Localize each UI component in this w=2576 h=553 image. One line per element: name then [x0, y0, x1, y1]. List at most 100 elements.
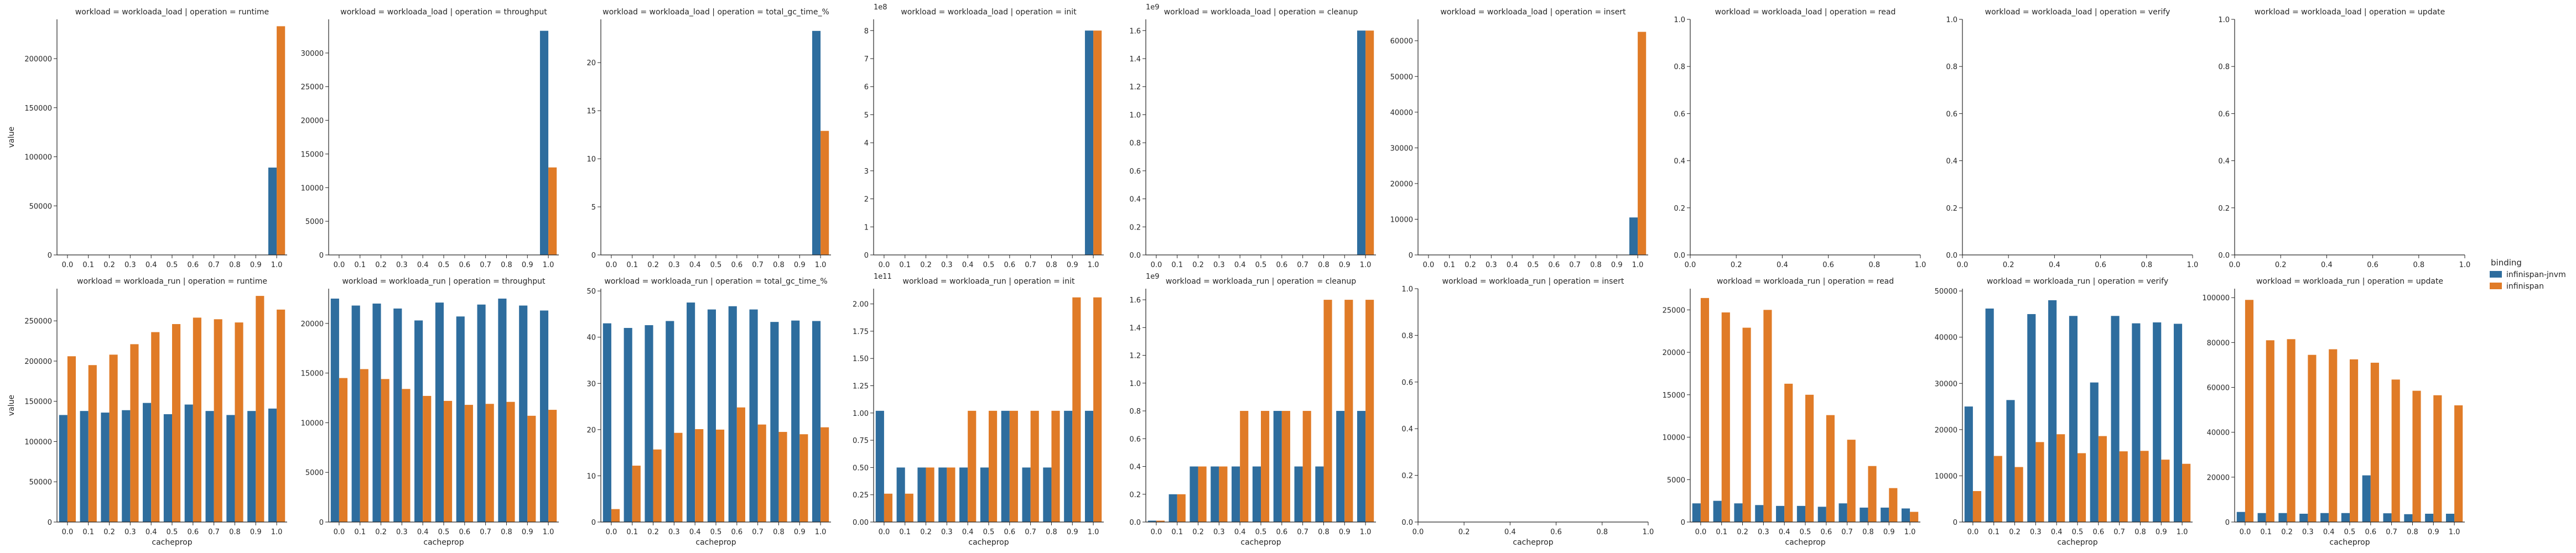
bar: [172, 324, 181, 522]
x-tick-label: 0.2: [2009, 528, 2021, 536]
x-tick-label: 0.6: [1276, 528, 1287, 536]
panel-load-4: workload = workloada_load | operation = …: [1129, 3, 1376, 269]
bar: [2287, 339, 2295, 522]
y-tick-label: 0: [591, 519, 596, 527]
x-tick-label: 1.0: [815, 528, 827, 536]
x-tick-label: 0.8: [2141, 261, 2152, 269]
x-tick-label: 0.6: [459, 261, 470, 269]
x-tick-label: 0.5: [710, 528, 722, 536]
panel-load-3: workload = workloada_load | operation = …: [864, 3, 1104, 269]
y-tick-label: 0.4: [1674, 158, 1685, 166]
x-tick-label: 0.3: [1758, 528, 1769, 536]
panel-title: workload = workloada_run | operation = t…: [342, 277, 546, 286]
bar: [1211, 466, 1219, 522]
bar: [2350, 359, 2359, 522]
bar: [360, 369, 368, 522]
bar: [402, 389, 411, 522]
x-tick-label: 0.9: [1067, 528, 1078, 536]
legend-swatch-infinispan-jnvm: [2490, 271, 2502, 278]
bar: [235, 322, 243, 522]
x-tick-label: 0.4: [962, 528, 974, 536]
y-tick-label: 0.0: [1674, 252, 1685, 260]
y-tick-label: 15000: [1663, 392, 1685, 400]
bar: [477, 304, 486, 522]
x-tick-label: 0.2: [1731, 261, 1742, 269]
panel-run-5: workload = workloada_run | operation = i…: [1401, 277, 1654, 547]
x-tick-label: 0.5: [1255, 261, 1267, 269]
x-tick-label: 0.6: [2092, 528, 2104, 536]
x-tick-label: 0.4: [1504, 528, 1516, 536]
panel-run-8: workload = workloada_run | operation = u…: [2202, 277, 2465, 547]
y-tick-label: 10: [586, 472, 596, 481]
y-tick-label: 0.2: [1129, 491, 1141, 499]
x-tick-label: 0.0: [2229, 261, 2241, 269]
bar: [2257, 513, 2266, 522]
bar: [2006, 400, 2015, 522]
bar: [1030, 410, 1039, 522]
bar: [2245, 300, 2254, 522]
bar: [2370, 362, 2379, 522]
x-tick-label: 1.0: [1904, 528, 1916, 536]
bar: [151, 332, 160, 522]
y-tick-label: 30000: [1935, 380, 1957, 388]
bar: [1742, 327, 1751, 522]
x-tick-label: 1.0: [271, 261, 283, 269]
bar: [1776, 505, 1785, 522]
x-tick-label: 0.1: [1716, 528, 1727, 536]
bar: [778, 432, 787, 522]
y-tick-label: 20: [586, 426, 596, 435]
y-tick-label: 20: [586, 59, 596, 67]
x-tick-label: 0.8: [1868, 261, 1880, 269]
bar: [2173, 324, 2183, 522]
x-tick-label: 0.7: [480, 528, 491, 536]
y-tick-label: 1.6: [1129, 27, 1141, 35]
y-tick-label: 250000: [24, 317, 52, 326]
y-tick-label: 0.0: [2218, 252, 2230, 260]
panel-title: workload = workloada_load | operation = …: [1440, 8, 1626, 17]
x-axis-label: cacheprop: [1240, 538, 1281, 547]
bar: [1177, 494, 1186, 522]
y-tick-label: 7: [864, 55, 869, 64]
x-tick-label: 0.2: [647, 528, 659, 536]
y-tick-label: 0.25: [853, 492, 869, 500]
bar: [799, 434, 808, 522]
y-tick-label: 50000: [1935, 288, 1957, 296]
panel-load-6: workload = workloada_load | operation = …: [1674, 8, 1926, 269]
panel-title: workload = workloada_load | operation = …: [340, 8, 547, 17]
x-tick-label: 0.7: [2113, 528, 2125, 536]
bar: [947, 467, 955, 522]
y-tick-label: 150000: [24, 105, 52, 113]
y-tick-label: 200000: [24, 358, 52, 366]
legend-title: binding: [2491, 258, 2522, 268]
x-tick-label: 0.3: [668, 261, 680, 269]
panel-run-4: workload = workloada_run | operation = c…: [1129, 273, 1376, 547]
bar: [1365, 300, 1374, 522]
y-tick-label: 1.4: [1129, 324, 1141, 332]
y-tick-label: 40000: [1935, 334, 1957, 342]
y-axis-label: value: [7, 395, 16, 416]
bar: [1064, 410, 1073, 522]
x-tick-label: 0.1: [354, 261, 366, 269]
bar: [268, 408, 277, 522]
bar: [980, 467, 989, 522]
x-axis-label: cacheprop: [968, 538, 1009, 547]
bar: [1190, 466, 1198, 522]
x-tick-label: 0.7: [1841, 528, 1853, 536]
bar: [2433, 395, 2442, 522]
x-tick-label: 0.4: [146, 528, 157, 536]
y-tick-label: 1.6: [1129, 296, 1141, 305]
bar: [2078, 453, 2086, 522]
x-tick-label: 0.0: [606, 261, 617, 269]
bar: [820, 427, 829, 522]
y-tick-label: 50: [586, 288, 596, 296]
x-tick-label: 0.1: [626, 261, 638, 269]
y-tick-label: 1.50: [853, 355, 869, 363]
bar: [1302, 411, 1311, 522]
x-tick-label: 0.5: [2072, 528, 2084, 536]
bar: [2069, 316, 2078, 522]
y-tick-label: 0.6: [1946, 110, 1957, 118]
bar: [716, 429, 725, 522]
y-tick-label: 100000: [2202, 294, 2230, 302]
y-offset-label: 1e9: [1146, 273, 1160, 281]
